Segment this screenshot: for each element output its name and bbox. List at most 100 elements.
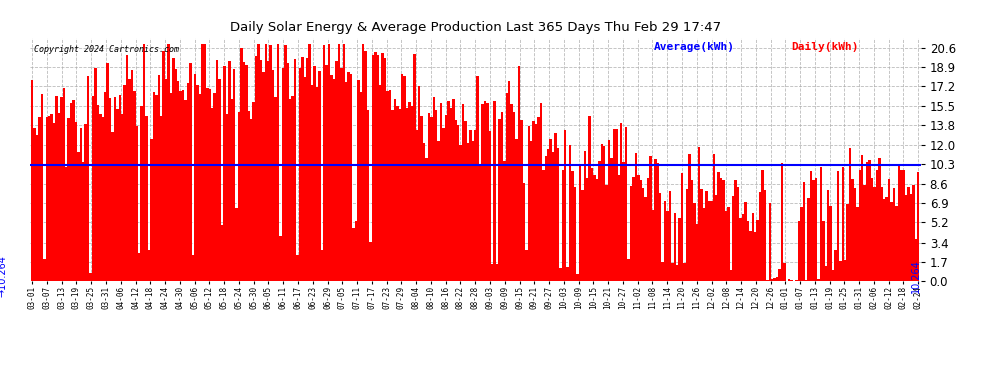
Bar [116, 109, 119, 281]
Bar [547, 149, 549, 281]
Bar [740, 218, 742, 281]
Bar [406, 108, 408, 281]
Bar [146, 116, 148, 281]
Bar [749, 231, 751, 281]
Bar [421, 116, 423, 281]
Bar [233, 69, 236, 281]
Bar [364, 51, 367, 281]
Bar [469, 130, 471, 281]
Bar [676, 266, 678, 281]
Bar [790, 280, 793, 281]
Bar [452, 99, 454, 281]
Bar [705, 191, 708, 281]
Bar [454, 120, 457, 281]
Bar [381, 53, 384, 281]
Bar [888, 179, 890, 281]
Bar [768, 202, 771, 281]
Bar [461, 104, 464, 281]
Bar [182, 90, 184, 281]
Bar [556, 148, 559, 281]
Bar [443, 128, 445, 281]
Bar [628, 259, 630, 281]
Bar [511, 104, 513, 281]
Bar [540, 103, 543, 281]
Bar [688, 154, 691, 281]
Bar [781, 163, 783, 281]
Bar [99, 114, 102, 281]
Bar [184, 100, 187, 281]
Bar [124, 85, 126, 281]
Bar [109, 98, 111, 281]
Bar [640, 180, 642, 281]
Bar [832, 270, 835, 281]
Bar [830, 206, 832, 281]
Bar [530, 141, 533, 281]
Bar [853, 188, 856, 281]
Bar [564, 130, 566, 281]
Bar [167, 44, 169, 281]
Bar [391, 110, 394, 281]
Bar [800, 207, 803, 281]
Bar [169, 93, 172, 281]
Bar [486, 104, 489, 281]
Bar [313, 66, 316, 281]
Bar [311, 85, 313, 281]
Bar [723, 180, 725, 281]
Bar [106, 63, 109, 281]
Bar [533, 121, 535, 281]
Bar [201, 44, 204, 281]
Bar [476, 76, 479, 281]
Bar [264, 44, 267, 281]
Bar [666, 211, 668, 281]
Bar [449, 108, 452, 281]
Bar [615, 129, 618, 281]
Bar [211, 108, 214, 281]
Bar [284, 45, 286, 281]
Bar [371, 55, 374, 281]
Bar [856, 207, 858, 281]
Bar [523, 183, 525, 281]
Bar [394, 99, 396, 281]
Bar [179, 91, 182, 281]
Bar [598, 160, 601, 281]
Bar [323, 45, 326, 281]
Bar [331, 75, 333, 281]
Bar [520, 120, 523, 281]
Bar [411, 106, 413, 281]
Title: Daily Solar Energy & Average Production Last 365 Days Thu Feb 29 17:47: Daily Solar Energy & Average Production … [230, 21, 721, 33]
Bar [746, 221, 749, 281]
Bar [481, 104, 484, 281]
Bar [279, 236, 282, 281]
Bar [70, 103, 72, 281]
Bar [518, 66, 520, 281]
Bar [484, 102, 486, 281]
Bar [778, 270, 781, 281]
Bar [725, 211, 728, 281]
Bar [728, 207, 730, 281]
Bar [642, 188, 644, 281]
Bar [698, 147, 700, 281]
Bar [876, 170, 878, 281]
Bar [651, 210, 654, 281]
Bar [917, 171, 920, 281]
Bar [177, 81, 179, 281]
Bar [376, 55, 379, 281]
Bar [57, 113, 60, 281]
Bar [673, 213, 676, 281]
Bar [601, 144, 603, 281]
Bar [549, 139, 551, 281]
Bar [48, 116, 50, 281]
Bar [603, 146, 606, 281]
Bar [236, 209, 238, 281]
Bar [718, 172, 720, 281]
Bar [445, 115, 447, 281]
Bar [223, 66, 226, 281]
Bar [715, 195, 718, 281]
Bar [798, 221, 800, 281]
Bar [309, 44, 311, 281]
Bar [710, 201, 713, 281]
Bar [466, 143, 469, 281]
Bar [62, 88, 65, 281]
Bar [579, 166, 581, 281]
Bar [459, 145, 461, 281]
